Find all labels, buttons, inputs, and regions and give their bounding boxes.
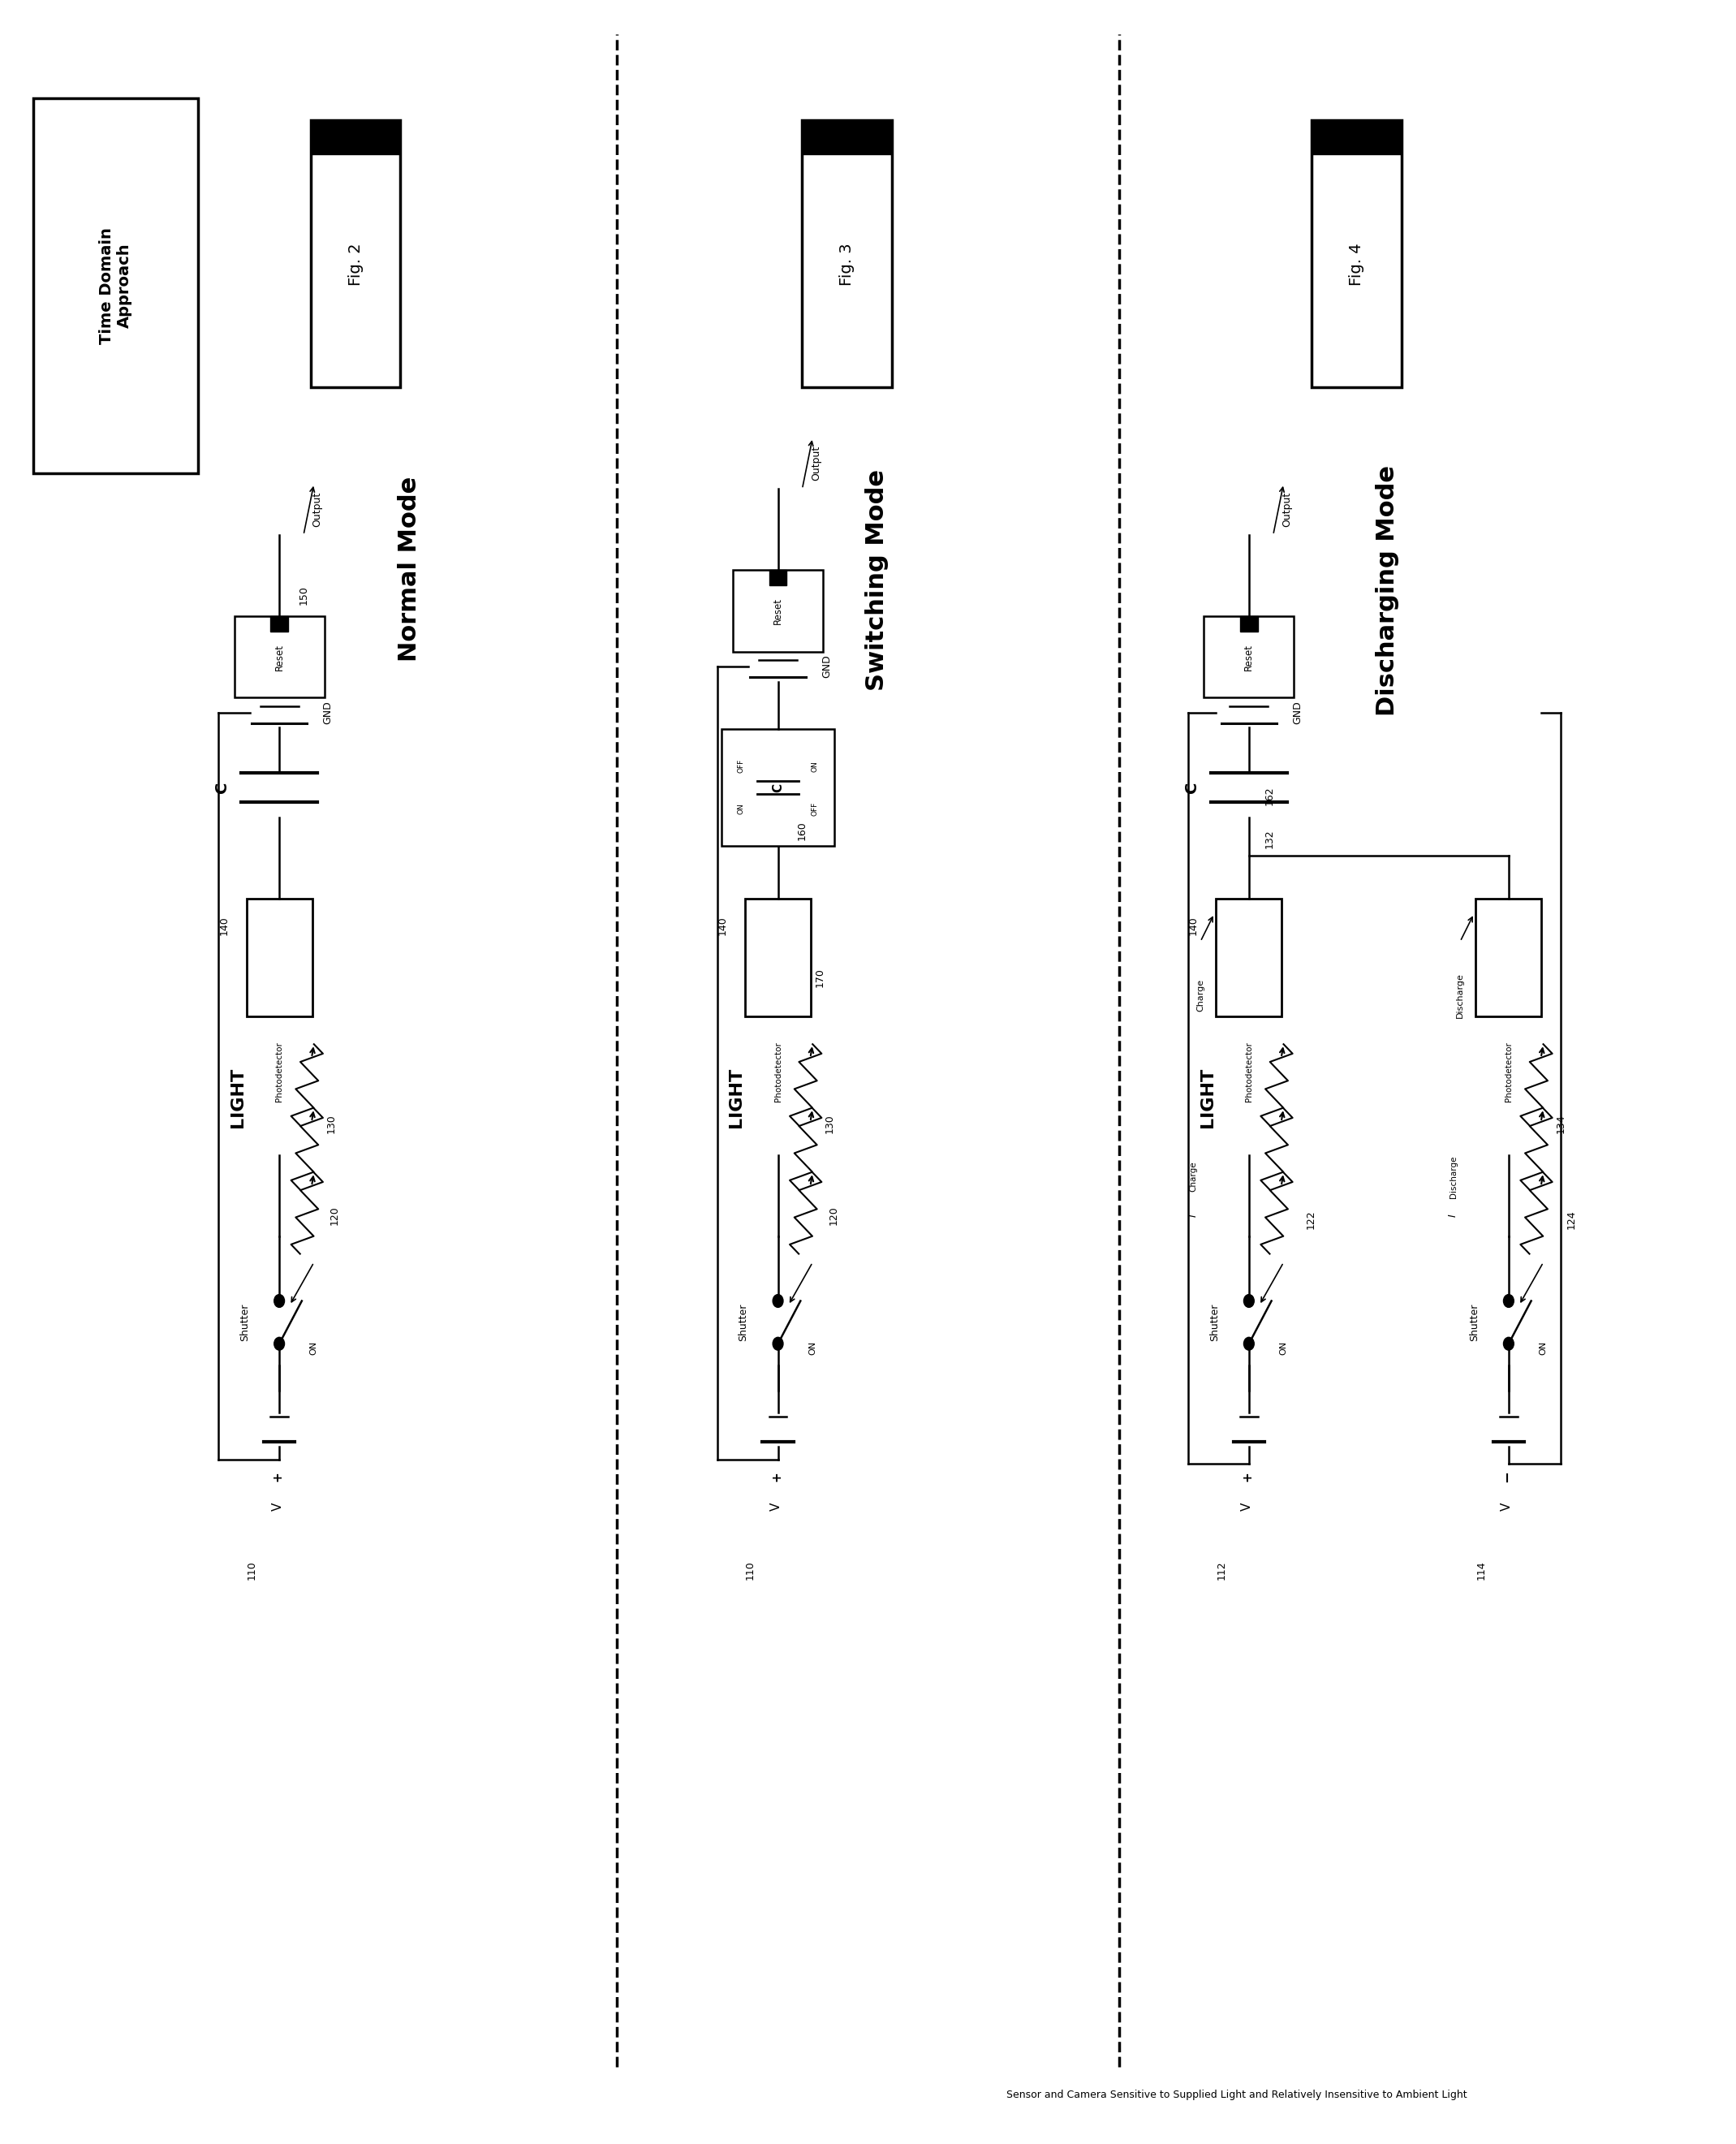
Bar [234,615,325,697]
Text: LIGHT: LIGHT [1200,1068,1215,1128]
Bar [1311,120,1401,154]
Text: −: − [1500,1471,1514,1482]
Text: 112: 112 [1215,1561,1227,1580]
Text: Normal Mode: Normal Mode [398,476,420,662]
Text: 132: 132 [1264,830,1274,849]
Circle shape [1503,1338,1514,1351]
Bar [247,898,312,1016]
Text: +: + [271,1471,283,1482]
Text: Time Domain
Approach: Time Domain Approach [99,227,132,345]
Bar [733,570,823,652]
Text: GND: GND [821,654,832,678]
Text: 122: 122 [1305,1209,1316,1229]
Circle shape [773,1295,783,1308]
Text: Discharge: Discharge [1457,971,1463,1018]
Text: Output: Output [1281,491,1292,527]
Text: Fig. 2: Fig. 2 [347,242,363,285]
Text: Output: Output [811,446,821,480]
Text: Shutter: Shutter [240,1304,250,1342]
Bar [33,99,198,474]
Bar [1240,615,1257,630]
Text: ON: ON [1279,1340,1288,1355]
Text: Output: Output [312,491,323,527]
Text: Reset: Reset [773,598,783,624]
Text: Photodetector: Photodetector [1505,1042,1512,1102]
Text: 140: 140 [717,915,727,935]
Bar [311,120,401,388]
Bar [1311,120,1401,388]
Text: LIGHT: LIGHT [229,1068,247,1128]
Circle shape [274,1338,285,1351]
Text: Discharge: Discharge [1450,1156,1457,1198]
Text: 160: 160 [797,821,807,840]
Text: Photodetector: Photodetector [774,1042,781,1102]
Text: I: I [1448,1214,1458,1218]
Circle shape [274,1295,285,1308]
Text: I: I [1187,1214,1200,1218]
Text: Sensor and Camera Sensitive to Supplied Light and Relatively Insensitive to Ambi: Sensor and Camera Sensitive to Supplied … [1007,2090,1467,2099]
Text: 140: 140 [219,915,229,935]
Text: C: C [773,783,785,791]
Text: 170: 170 [814,969,825,988]
Text: 110: 110 [745,1561,755,1580]
Bar [311,120,401,154]
Text: 124: 124 [1566,1209,1576,1229]
Bar [769,570,786,585]
Text: C: C [1184,783,1200,793]
Bar [722,729,835,847]
Text: OFF: OFF [738,759,745,774]
Text: V: V [1502,1503,1514,1512]
Text: 130: 130 [326,1113,337,1132]
Text: ON: ON [309,1340,318,1355]
Text: 150: 150 [299,585,309,605]
Text: 162: 162 [1264,787,1274,806]
Circle shape [1503,1295,1514,1308]
Text: 114: 114 [1476,1561,1486,1580]
Text: ON: ON [1540,1340,1547,1355]
Circle shape [1243,1295,1253,1308]
Text: Photodetector: Photodetector [276,1042,283,1102]
Text: +: + [771,1471,783,1482]
Text: 120: 120 [828,1205,838,1224]
Bar [1203,615,1293,697]
Circle shape [773,1338,783,1351]
Bar [802,120,892,388]
Text: 120: 120 [330,1205,340,1224]
Text: ON: ON [738,804,745,815]
Bar [1215,898,1281,1016]
Text: V: V [271,1503,283,1512]
Text: 140: 140 [1187,915,1200,935]
Bar [1476,898,1542,1016]
Text: ON: ON [811,761,819,772]
Text: Shutter: Shutter [1469,1304,1479,1342]
Text: 134: 134 [1555,1113,1566,1132]
Text: Photodetector: Photodetector [1245,1042,1253,1102]
Text: Charge: Charge [1196,978,1205,1012]
Bar [802,120,892,154]
Text: Reset: Reset [274,643,285,671]
Text: Fig. 4: Fig. 4 [1349,242,1364,285]
Text: 110: 110 [247,1561,257,1580]
Text: Shutter: Shutter [1208,1304,1220,1342]
Text: V: V [1241,1503,1253,1512]
Text: Reset: Reset [1243,643,1253,671]
Circle shape [1243,1338,1253,1351]
Text: C: C [215,783,229,793]
Text: Switching Mode: Switching Mode [865,470,889,690]
Text: ON: ON [809,1340,816,1355]
Text: Charge: Charge [1189,1162,1198,1192]
Bar [271,615,288,630]
Text: 130: 130 [825,1113,835,1132]
Text: GND: GND [323,701,333,725]
Text: LIGHT: LIGHT [729,1068,745,1128]
Text: GND: GND [1292,701,1302,725]
Text: +: + [1241,1471,1253,1482]
Text: V: V [771,1503,783,1512]
Bar [745,898,811,1016]
Text: Discharging Mode: Discharging Mode [1375,465,1399,716]
Text: Shutter: Shutter [738,1304,748,1342]
Text: OFF: OFF [811,802,819,817]
Text: Fig. 3: Fig. 3 [840,242,854,285]
